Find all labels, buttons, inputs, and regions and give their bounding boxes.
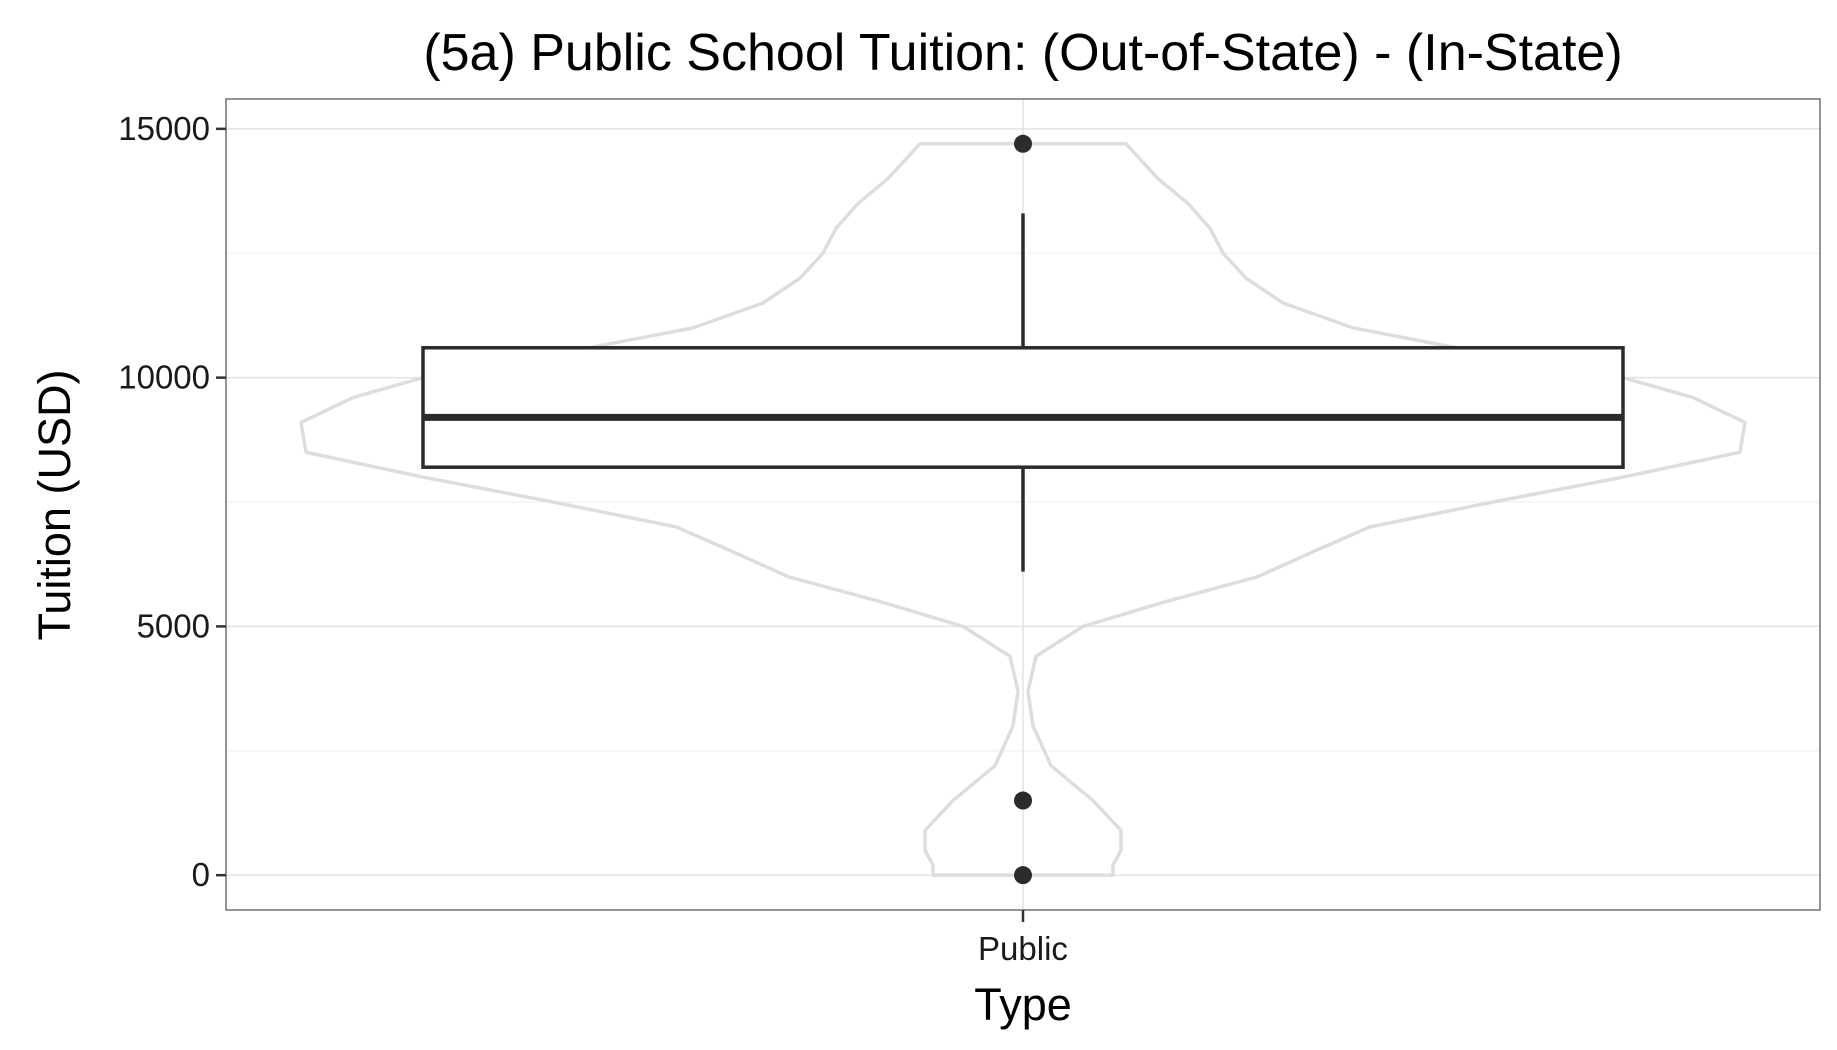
- y-tick-label: 5000: [137, 607, 210, 644]
- outlier-point: [1014, 134, 1032, 153]
- y-tick-label: 15000: [118, 110, 210, 147]
- outlier-point: [1014, 866, 1032, 885]
- box-iqr: [421, 346, 1625, 469]
- y-axis: 0 5000 10000 15000: [118, 110, 226, 893]
- x-axis-title: Type: [974, 979, 1072, 1030]
- y-tick-label: 10000: [118, 359, 210, 396]
- boxplot: [421, 213, 1625, 572]
- chart-title: (5a) Public School Tuition: (Out-of-Stat…: [423, 24, 1622, 82]
- y-tick-label: 0: [192, 856, 210, 893]
- x-axis: Public: [978, 910, 1068, 967]
- y-axis-title: Tuition (USD): [29, 370, 80, 641]
- outlier-point: [1014, 791, 1032, 810]
- outlier-points: [1014, 134, 1032, 885]
- x-tick-label: Public: [978, 930, 1068, 967]
